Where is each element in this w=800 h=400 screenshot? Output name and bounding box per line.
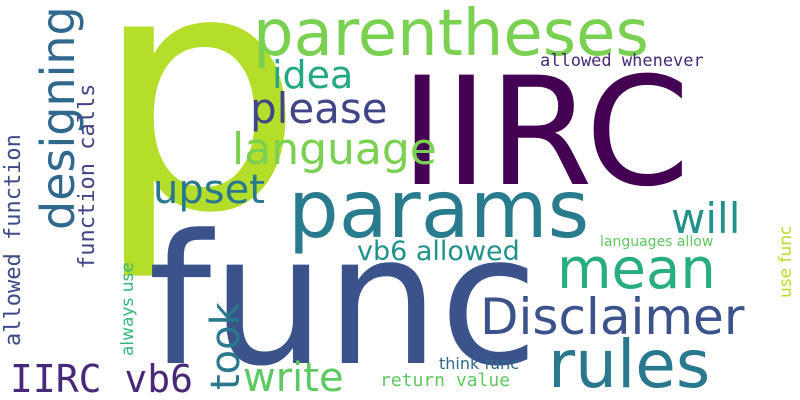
word-language: language [232, 124, 437, 175]
word-languages-allow: languages allow [600, 234, 714, 250]
word-think-func: think func [439, 354, 520, 373]
word-upset: upset [153, 167, 265, 213]
word-please: please [250, 84, 388, 133]
word-iirc-vb6: IIRC vb6 [10, 357, 194, 400]
word-return-value: return value [380, 370, 511, 391]
word-vb6-allowed: vb6 allowed [357, 236, 520, 267]
word-func: func [148, 197, 539, 400]
word-took: took [203, 302, 249, 390]
word-will: will [671, 194, 741, 243]
word-write: write [243, 355, 344, 400]
word-mean: mean [557, 237, 716, 302]
word-parentheses: parentheses [253, 0, 649, 71]
word-allowed-function: allowed function [1, 134, 26, 346]
word-always-use: always use [118, 262, 138, 356]
word-allowed-whenever: allowed whenever [540, 51, 704, 71]
word-use-func: use func [776, 225, 796, 298]
word-params: params [288, 163, 590, 256]
word-rules: rules [548, 326, 711, 400]
word-iirc: IIRC [400, 46, 690, 220]
word-function-calls: function calls [75, 83, 100, 269]
word-idea: idea [272, 53, 354, 97]
word-disclaimer: Disclaimer [480, 288, 745, 346]
word-p: p [94, 0, 304, 285]
